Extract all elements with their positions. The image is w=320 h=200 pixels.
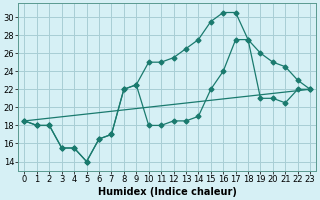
X-axis label: Humidex (Indice chaleur): Humidex (Indice chaleur): [98, 187, 237, 197]
